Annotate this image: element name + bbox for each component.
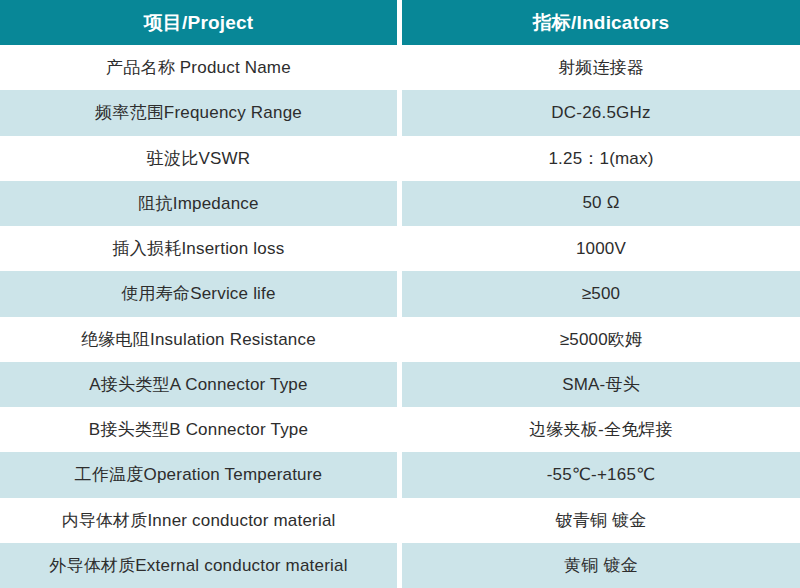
project-cell: 绝缘电阻Insulation Resistance xyxy=(0,317,397,362)
project-cell: 阻抗Impedance xyxy=(0,181,397,226)
table-row: 插入损耗Insertion loss 1000V xyxy=(0,226,800,271)
project-cell: B接头类型B Connector Type xyxy=(0,407,397,452)
project-cell: 使用寿命Service life xyxy=(0,271,397,316)
table-row: 驻波比VSWR 1.25：1(max) xyxy=(0,136,800,181)
project-cell: 产品名称 Product Name xyxy=(0,45,397,90)
table-row: 阻抗Impedance 50 Ω xyxy=(0,181,800,226)
indicator-cell: 铍青铜 镀金 xyxy=(402,498,800,543)
indicator-cell: 1.25：1(max) xyxy=(402,136,800,181)
table-row: B接头类型B Connector Type 边缘夹板-全免焊接 xyxy=(0,407,800,452)
indicator-cell: 50 Ω xyxy=(402,181,800,226)
indicator-cell: DC-26.5GHz xyxy=(402,90,800,135)
project-column-header: 项目/Project xyxy=(0,0,397,45)
table-row: 产品名称 Product Name 射频连接器 xyxy=(0,45,800,90)
project-cell: 内导体材质Inner conductor material xyxy=(0,498,397,543)
project-cell: 频率范围Frequency Range xyxy=(0,90,397,135)
table-row: 使用寿命Service life ≥500 xyxy=(0,271,800,316)
table-row: 外导体材质External conductor material 黄铜 镀金 xyxy=(0,543,800,588)
indicator-cell: ≥500 xyxy=(402,271,800,316)
indicator-cell: SMA-母头 xyxy=(402,362,800,407)
indicator-cell: ≥5000欧姆 xyxy=(402,317,800,362)
project-cell: 外导体材质External conductor material xyxy=(0,543,397,588)
project-cell: 驻波比VSWR xyxy=(0,136,397,181)
project-cell: 工作温度Operation Temperature xyxy=(0,452,397,497)
project-cell: 插入损耗Insertion loss xyxy=(0,226,397,271)
project-cell: A接头类型A Connector Type xyxy=(0,362,397,407)
table-header-row: 项目/Project 指标/Indicators xyxy=(0,0,800,45)
indicators-column-header: 指标/Indicators xyxy=(402,0,800,45)
indicator-cell: 射频连接器 xyxy=(402,45,800,90)
indicator-cell: 黄铜 镀金 xyxy=(402,543,800,588)
product-spec-table: 项目/Project 指标/Indicators 产品名称 Product Na… xyxy=(0,0,800,588)
indicator-cell: -55℃-+165℃ xyxy=(402,452,800,497)
table-row: 工作温度Operation Temperature -55℃-+165℃ xyxy=(0,452,800,497)
table-row: 内导体材质Inner conductor material 铍青铜 镀金 xyxy=(0,498,800,543)
table-row: 绝缘电阻Insulation Resistance ≥5000欧姆 xyxy=(0,317,800,362)
indicator-cell: 边缘夹板-全免焊接 xyxy=(402,407,800,452)
table-row: 频率范围Frequency Range DC-26.5GHz xyxy=(0,90,800,135)
table-row: A接头类型A Connector Type SMA-母头 xyxy=(0,362,800,407)
indicator-cell: 1000V xyxy=(402,226,800,271)
